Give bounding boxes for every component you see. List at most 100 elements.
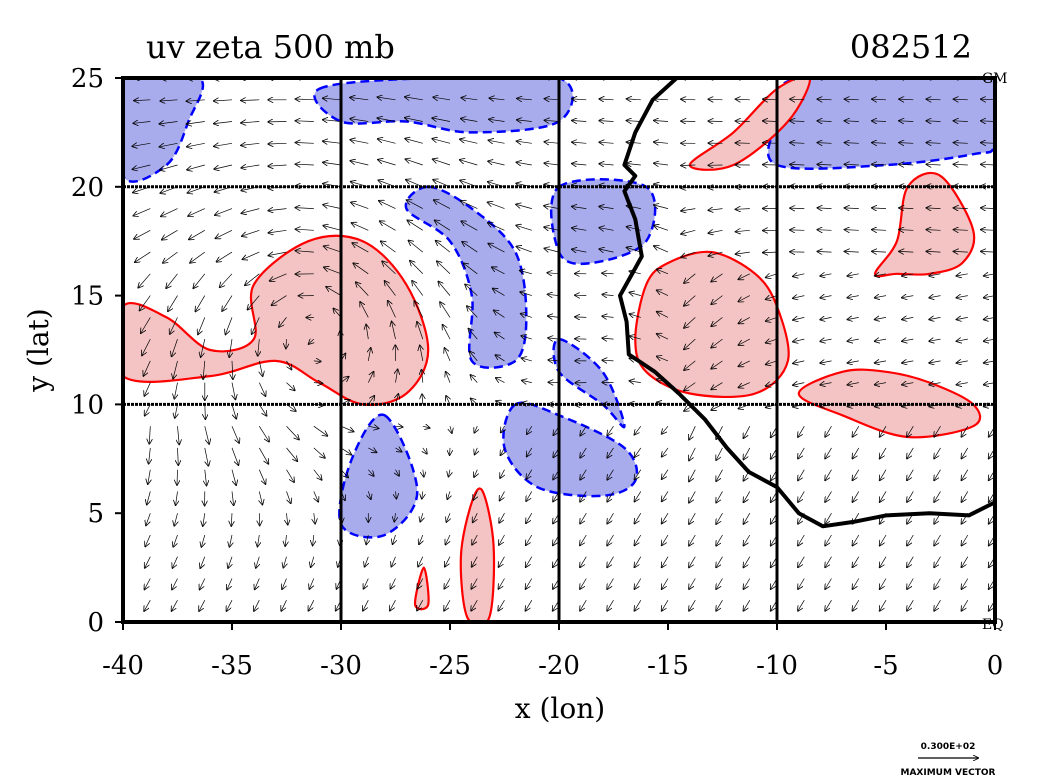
wind-vector — [393, 534, 396, 544]
wind-vector — [174, 513, 177, 526]
wind-vector — [381, 241, 396, 253]
wind-vector — [227, 578, 233, 590]
wind-vector — [255, 578, 260, 590]
wind-vector — [845, 143, 859, 144]
wind-vector — [189, 229, 205, 239]
wind-vector — [793, 317, 805, 320]
wind-vector — [198, 317, 206, 334]
wind-vector — [957, 274, 968, 276]
wind-vector — [462, 242, 478, 253]
wind-vector — [572, 249, 587, 252]
wind-vector — [258, 447, 268, 464]
wind-vector — [825, 600, 832, 611]
wind-vector — [324, 267, 342, 275]
wind-vector — [313, 425, 328, 436]
wind-vector — [176, 491, 178, 505]
wind-vector — [798, 600, 805, 611]
wind-vector — [657, 356, 669, 362]
wind-vector — [141, 317, 151, 333]
wind-vector — [489, 119, 505, 121]
wind-vector — [739, 360, 750, 366]
wind-vector — [296, 229, 314, 230]
wind-vector — [516, 225, 532, 231]
positive-vorticity-region — [413, 566, 430, 611]
wind-vector — [662, 447, 669, 457]
wind-vector — [488, 244, 505, 253]
wind-vector — [521, 314, 532, 318]
x-tick-label: -5 — [873, 651, 898, 681]
wind-vector — [744, 556, 751, 568]
wind-vector — [981, 208, 995, 209]
wind-vector — [635, 513, 642, 523]
wind-vector — [848, 317, 859, 319]
wind-vector — [526, 513, 533, 523]
wind-vector — [544, 248, 560, 252]
wind-vector — [517, 120, 532, 122]
wind-vector — [196, 295, 206, 312]
wind-vector — [134, 229, 151, 239]
wind-vector — [820, 339, 832, 341]
wind-vector — [268, 143, 287, 144]
wind-vector — [544, 206, 560, 209]
wind-vector — [364, 578, 369, 589]
wind-vector — [417, 600, 424, 610]
wind-vector — [527, 469, 533, 479]
wind-vector — [149, 447, 151, 464]
wind-vector — [825, 469, 832, 481]
wind-vector — [204, 426, 209, 444]
wind-vector — [820, 317, 832, 319]
wind-vector — [258, 339, 260, 356]
wind-vector — [172, 578, 178, 590]
coastline-layer — [618, 78, 995, 529]
wind-vector — [220, 273, 233, 287]
wind-vector — [313, 447, 325, 458]
wind-vector — [545, 120, 560, 121]
wind-vector — [522, 358, 532, 361]
wind-vector — [929, 383, 941, 385]
wind-vector — [763, 252, 778, 253]
wind-vector — [766, 383, 778, 386]
wind-vector — [268, 165, 287, 166]
wind-vector — [798, 469, 805, 481]
wind-vector — [580, 534, 587, 545]
wind-vector — [517, 162, 532, 165]
wind-vector — [934, 491, 941, 502]
wind-vector — [962, 534, 969, 546]
wind-vector — [199, 600, 206, 611]
wind-vector — [853, 469, 860, 481]
wind-vector — [340, 447, 351, 455]
wind-vector — [790, 99, 805, 100]
wind-vector — [368, 469, 373, 476]
wind-vector — [744, 426, 751, 438]
wind-vector — [286, 339, 287, 348]
wind-vector — [798, 491, 805, 502]
wind-vector — [657, 290, 669, 296]
wind-vector — [296, 164, 314, 165]
wind-vector — [259, 360, 262, 376]
wind-vector — [258, 382, 265, 396]
wind-vector — [231, 426, 239, 443]
wind-vector — [684, 382, 696, 391]
wind-vector — [709, 230, 723, 233]
wind-vector — [607, 513, 614, 523]
wind-vector — [744, 447, 751, 460]
wind-vector — [929, 274, 941, 276]
wind-vector — [716, 600, 723, 611]
wind-vector — [241, 122, 260, 123]
wind-vector — [123, 121, 124, 122]
wind-vector — [380, 221, 396, 231]
wind-vector — [470, 352, 478, 362]
wind-vector — [467, 306, 478, 318]
wind-vector — [521, 336, 532, 339]
wind-vector — [363, 600, 369, 610]
wind-vector — [436, 241, 451, 253]
wind-vector — [405, 97, 423, 100]
wind-vector — [520, 271, 532, 274]
y-tick-label: 20 — [71, 173, 104, 203]
wind-vector — [899, 251, 914, 252]
wind-vector — [498, 600, 505, 610]
wind-vector — [902, 339, 914, 341]
wind-vector — [279, 317, 287, 327]
negative-vorticity-region — [404, 185, 528, 369]
wind-vector — [981, 251, 995, 252]
